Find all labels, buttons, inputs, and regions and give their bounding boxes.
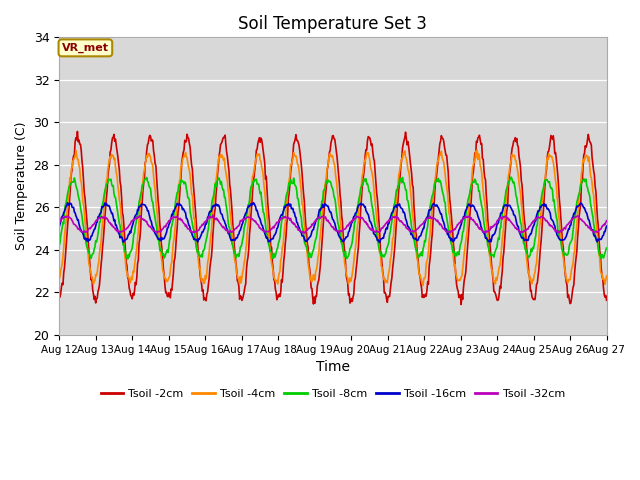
Tsoil -2cm [400, 137, 408, 143]
Tsoil -4cm [603, 273, 611, 279]
Tsoil -32cm [55, 219, 63, 225]
Tsoil -2cm [65, 204, 73, 210]
Line: Tsoil -2cm: Tsoil -2cm [59, 132, 607, 304]
Tsoil -16cm [401, 211, 409, 217]
Tsoil -2cm [74, 129, 81, 134]
Y-axis label: Soil Temperature (C): Soil Temperature (C) [15, 122, 28, 251]
Tsoil -4cm [206, 241, 214, 247]
Legend: Tsoil -2cm, Tsoil -4cm, Tsoil -8cm, Tsoil -16cm, Tsoil -32cm: Tsoil -2cm, Tsoil -4cm, Tsoil -8cm, Tsoi… [96, 385, 570, 404]
Line: Tsoil -8cm: Tsoil -8cm [59, 177, 607, 259]
Line: Tsoil -4cm: Tsoil -4cm [59, 150, 607, 286]
Tsoil -2cm [178, 159, 186, 165]
Tsoil -8cm [508, 174, 515, 180]
Tsoil -8cm [603, 245, 611, 251]
Tsoil -32cm [209, 212, 217, 218]
Tsoil -2cm [603, 297, 611, 303]
Tsoil -32cm [122, 227, 129, 232]
Tsoil -16cm [603, 223, 611, 229]
Tsoil -8cm [124, 256, 131, 262]
Tsoil -32cm [401, 222, 409, 228]
Tsoil -8cm [178, 178, 186, 183]
Tsoil -8cm [65, 184, 73, 190]
Tsoil -32cm [417, 222, 424, 228]
Tsoil -16cm [206, 208, 214, 214]
Tsoil -8cm [122, 248, 129, 254]
Line: Tsoil -16cm: Tsoil -16cm [59, 203, 607, 242]
Tsoil -16cm [65, 203, 73, 208]
Tsoil -32cm [206, 214, 214, 220]
Tsoil -8cm [207, 211, 214, 217]
Tsoil -4cm [399, 150, 407, 156]
Tsoil -4cm [55, 276, 63, 282]
Tsoil -32cm [65, 214, 73, 220]
Tsoil -32cm [177, 217, 185, 223]
Tsoil -4cm [415, 272, 423, 277]
Tsoil -16cm [122, 237, 129, 242]
Tsoil -4cm [419, 283, 427, 288]
Tsoil -4cm [65, 190, 73, 195]
Tsoil -16cm [250, 200, 257, 205]
Tsoil -4cm [177, 164, 185, 169]
Tsoil -2cm [55, 291, 63, 297]
Tsoil -2cm [416, 273, 424, 278]
Tsoil -2cm [122, 259, 130, 265]
Tsoil -16cm [55, 224, 63, 230]
X-axis label: Time: Time [316, 360, 350, 374]
Line: Tsoil -32cm: Tsoil -32cm [59, 215, 607, 233]
Text: VR_met: VR_met [62, 43, 109, 53]
Title: Soil Temperature Set 3: Soil Temperature Set 3 [239, 15, 428, 33]
Tsoil -8cm [55, 242, 63, 248]
Tsoil -8cm [400, 180, 408, 186]
Tsoil -4cm [474, 147, 481, 153]
Tsoil -16cm [376, 240, 383, 245]
Tsoil -8cm [416, 251, 424, 257]
Tsoil -4cm [122, 258, 129, 264]
Tsoil -2cm [458, 301, 465, 307]
Tsoil -2cm [207, 259, 214, 264]
Tsoil -16cm [177, 202, 185, 208]
Tsoil -32cm [603, 218, 611, 224]
Tsoil -16cm [417, 233, 424, 239]
Tsoil -32cm [301, 230, 309, 236]
